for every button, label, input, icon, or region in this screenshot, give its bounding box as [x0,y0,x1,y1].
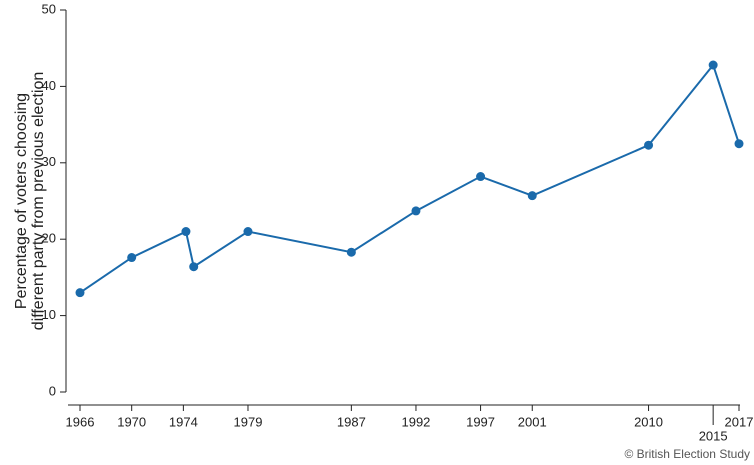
data-point [708,60,718,70]
x-tick-label: 2010 [634,414,663,429]
x-tick-label: 1992 [401,414,430,429]
y-tick-label: 40 [42,78,56,93]
x-tick-label: 1970 [117,414,146,429]
x-tick-label: 1987 [337,414,366,429]
x-tick-label: 1974 [169,414,198,429]
x-tick-label: 2001 [518,414,547,429]
data-point [181,227,191,237]
x-tick-label: 1979 [234,414,263,429]
x-tick-label: 1966 [66,414,95,429]
data-point [189,262,199,272]
y-tick-label: 50 [42,1,56,16]
y-axis-label-line: Percentage of voters choosing [13,93,30,309]
y-tick-label: 0 [49,383,56,398]
data-point [243,227,253,237]
x-tick-label: 1997 [466,414,495,429]
x-tick-label: 2017 [725,414,754,429]
data-point [127,253,137,263]
y-axis-label-line: different party from previous election [30,72,47,331]
data-point [734,139,744,149]
data-point [644,140,654,150]
x-tick-label: 2015 [699,428,728,443]
data-line [79,62,740,294]
data-point [527,191,537,201]
source-note: © British Election Study [624,447,750,461]
y-tick-label: 20 [42,231,56,246]
y-tick-label: 30 [42,154,56,169]
data-point [75,288,85,298]
y-axis-label: Percentage of voters choosingdifferent p… [13,72,47,331]
data-point [476,172,486,182]
y-tick-label: 10 [42,307,56,322]
data-point [346,247,356,257]
data-point [411,206,421,216]
